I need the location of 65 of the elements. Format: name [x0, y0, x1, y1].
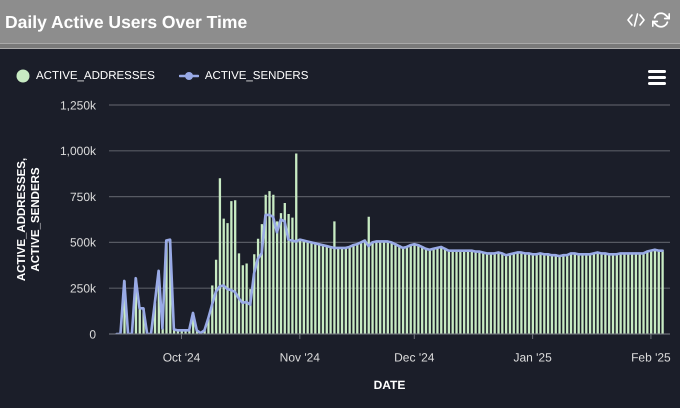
bar — [295, 154, 298, 334]
bar — [230, 201, 233, 334]
bar — [440, 246, 442, 334]
bar — [546, 253, 550, 334]
x-tick-label: Oct '24 — [162, 350, 201, 365]
bar — [379, 240, 382, 334]
bar — [326, 245, 328, 334]
bar — [661, 250, 664, 334]
bar — [428, 248, 431, 334]
y-axis-title: ACTIVE_ADDRESSES, ACTIVE_SENDERS — [16, 158, 42, 282]
x-tick-label: Feb '25 — [631, 350, 672, 365]
y-tick-label: 0 — [89, 327, 96, 342]
bar — [658, 250, 660, 334]
legend-label: ACTIVE_ADDRESSES — [36, 69, 155, 83]
bar — [646, 250, 648, 334]
bar — [306, 240, 309, 334]
x-tick-label: Nov '24 — [280, 350, 320, 365]
bar — [474, 250, 477, 334]
bar — [318, 243, 320, 334]
bar — [398, 245, 400, 334]
x-axis-title: DATE — [374, 378, 406, 392]
y-tick-label: 1,250k — [60, 98, 97, 112]
bar — [234, 200, 236, 334]
bar — [501, 252, 504, 334]
bar — [616, 253, 618, 334]
bar — [360, 241, 362, 334]
bar — [314, 242, 316, 334]
bar — [390, 241, 393, 334]
bar — [532, 253, 534, 334]
bar — [375, 240, 378, 334]
bar — [494, 252, 496, 334]
bar — [356, 243, 358, 334]
bar — [432, 248, 435, 334]
bar — [566, 254, 568, 334]
x-tick-label: Jan '25 — [513, 350, 552, 365]
bar — [344, 246, 348, 334]
y-tick-label: 750k — [70, 190, 97, 204]
bar — [284, 203, 286, 334]
bar — [421, 246, 424, 334]
bar — [348, 246, 351, 334]
y-tick-label: 250k — [70, 281, 97, 296]
bar — [417, 244, 420, 334]
legend-label: ACTIVE_SENDERS — [204, 69, 308, 83]
line-series — [115, 214, 664, 334]
bar — [536, 253, 538, 334]
bar — [264, 194, 267, 334]
bar — [448, 250, 450, 334]
bar — [245, 263, 248, 334]
bar — [272, 194, 274, 334]
bar — [512, 252, 515, 334]
chart-title: Daily Active Users Over Time — [5, 11, 248, 33]
y-tick-label: 1,000k — [60, 144, 97, 158]
bar — [554, 254, 557, 334]
bar — [596, 252, 599, 334]
x-tick-label: Dec '24 — [394, 350, 435, 365]
bar — [386, 240, 389, 334]
bar — [482, 252, 484, 334]
bar — [410, 244, 412, 334]
bar — [504, 254, 508, 334]
bar — [650, 250, 652, 334]
bar — [368, 216, 370, 334]
bar — [562, 254, 565, 334]
bar — [302, 240, 306, 334]
bar — [470, 250, 473, 334]
y-tick-label: 500k — [70, 236, 97, 250]
